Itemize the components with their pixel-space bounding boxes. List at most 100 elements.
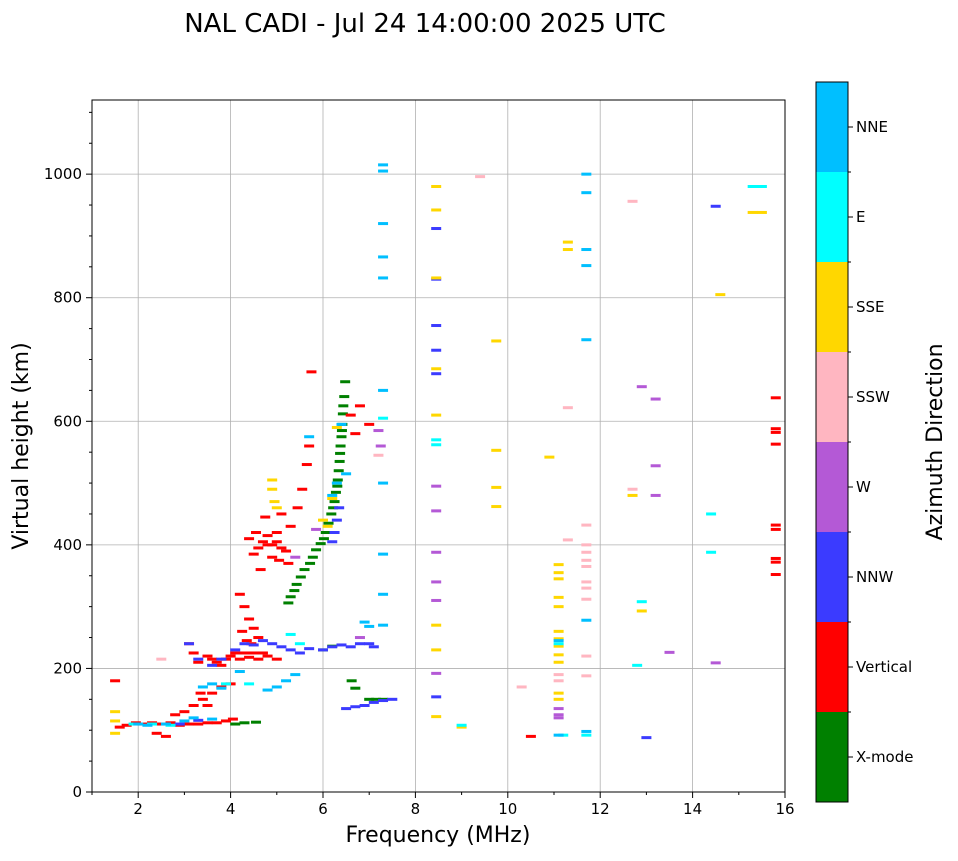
- echo-point-vertical: [241, 639, 252, 643]
- echo-point-vertical: [202, 704, 213, 707]
- colorbar-tick-label: Vertical: [856, 658, 912, 676]
- echo-point-vertical: [285, 524, 296, 528]
- echo-point-nne: [133, 722, 144, 726]
- echo-point-sse: [431, 648, 442, 652]
- echo-point-sse: [636, 609, 647, 613]
- echo-point-x-mode: [328, 506, 339, 510]
- echo-point-nnw: [354, 642, 365, 646]
- y-axis-label: Virtual height (km): [9, 342, 34, 549]
- echo-point-sse: [553, 691, 564, 695]
- echo-point-sse: [627, 493, 638, 497]
- echo-point-vertical: [345, 413, 356, 417]
- echo-point-x-mode: [332, 484, 343, 488]
- echo-point-vertical: [211, 721, 222, 725]
- echo-point-x-mode: [295, 575, 306, 579]
- echo-point-nnw: [318, 648, 328, 652]
- echo-point-sse: [331, 425, 342, 429]
- echo-point-nne: [581, 618, 592, 622]
- echo-point-vertical: [304, 444, 315, 448]
- echo-point-nnw: [329, 531, 340, 534]
- echo-point-vertical: [253, 636, 264, 640]
- colorbar-tick-label: SSE: [856, 298, 885, 316]
- echo-point-w: [636, 385, 647, 389]
- echo-point-vertical: [179, 710, 190, 714]
- echo-point-nne: [553, 733, 564, 737]
- echo-point-e: [285, 632, 296, 636]
- echo-point-nne: [378, 163, 389, 167]
- echo-point-w: [375, 444, 386, 448]
- echo-point-nne: [378, 623, 389, 627]
- echo-point-vertical: [271, 531, 282, 534]
- echo-point-x-mode: [340, 380, 351, 384]
- echo-point-vertical: [244, 537, 255, 541]
- echo-point-nne: [553, 639, 564, 643]
- echo-point-x-mode: [326, 512, 337, 516]
- echo-point-vertical: [114, 725, 125, 729]
- echo-point-sse: [553, 605, 564, 609]
- echo-point-sse: [110, 710, 121, 714]
- echo-point-vertical: [121, 723, 132, 727]
- colorbar-segment-x-mode: [816, 712, 848, 802]
- echo-point-nnw: [431, 227, 442, 231]
- echo-point-nne: [378, 276, 389, 280]
- echo-point-x-mode: [305, 561, 316, 565]
- echo-point-vertical: [262, 654, 273, 658]
- echo-point-w: [431, 598, 442, 602]
- echo-point-e: [747, 185, 758, 188]
- echo-point-nnw: [431, 324, 442, 328]
- echo-point-vertical: [292, 506, 303, 510]
- echo-point-x-mode: [339, 395, 350, 399]
- echo-point-e: [636, 600, 647, 604]
- echo-point-x-mode: [230, 722, 241, 726]
- echo-point-vertical: [248, 552, 259, 556]
- echo-point-sse: [431, 185, 442, 188]
- echo-point-vertical: [248, 651, 259, 655]
- echo-point-nnw: [431, 695, 442, 699]
- echo-point-sse: [327, 497, 338, 501]
- echo-point-w: [290, 555, 301, 559]
- echo-point-vertical: [188, 651, 199, 655]
- echo-point-vertical: [267, 543, 278, 547]
- echo-point-vertical: [239, 605, 250, 609]
- colorbar-label: Azimuth Direction: [923, 343, 948, 540]
- echo-point-ssw: [581, 586, 592, 590]
- echo-point-w: [431, 671, 442, 675]
- echo-point-x-mode: [335, 444, 346, 448]
- echo-point-sse: [431, 208, 442, 212]
- y-tick-label: 800: [53, 289, 82, 307]
- echo-point-sse: [110, 731, 121, 735]
- colorbar-tick-label: X-mode: [856, 748, 913, 766]
- echo-point-vertical: [267, 555, 278, 559]
- echo-point-vertical: [770, 556, 781, 560]
- echo-point-sse: [747, 210, 758, 214]
- echo-point-ssw: [581, 543, 592, 547]
- echo-point-vertical: [770, 527, 781, 531]
- echo-point-nnw: [431, 348, 442, 352]
- echo-point-vertical: [211, 660, 222, 664]
- echo-point-sse: [553, 660, 564, 664]
- echo-point-w: [431, 550, 442, 554]
- echo-point-nnw: [207, 663, 218, 667]
- echo-point-e: [294, 642, 305, 646]
- echo-point-w: [664, 650, 675, 654]
- echo-point-nne: [327, 493, 338, 497]
- echo-point-ssw: [581, 558, 592, 562]
- echo-point-sse: [491, 505, 502, 509]
- echo-point-ssw: [581, 674, 592, 678]
- echo-point-nnw: [276, 645, 287, 649]
- echo-point-vertical: [255, 568, 266, 572]
- echo-point-e: [756, 185, 767, 188]
- x-tick-label: 4: [226, 800, 236, 818]
- echo-point-sse: [318, 518, 328, 522]
- y-axis: 0 200 400 600 800 1000: [44, 111, 92, 801]
- echo-point-sse: [553, 629, 564, 633]
- echo-point-ssw: [581, 654, 592, 658]
- echo-point-sse: [431, 276, 442, 280]
- echo-point-x-mode: [318, 537, 329, 541]
- echo-point-e: [378, 416, 389, 420]
- echo-point-nnw: [193, 657, 204, 661]
- echo-point-sse: [110, 719, 121, 723]
- echo-point-vertical: [184, 722, 195, 726]
- echo-point-vertical: [770, 396, 781, 400]
- echo-point-vertical: [227, 717, 238, 721]
